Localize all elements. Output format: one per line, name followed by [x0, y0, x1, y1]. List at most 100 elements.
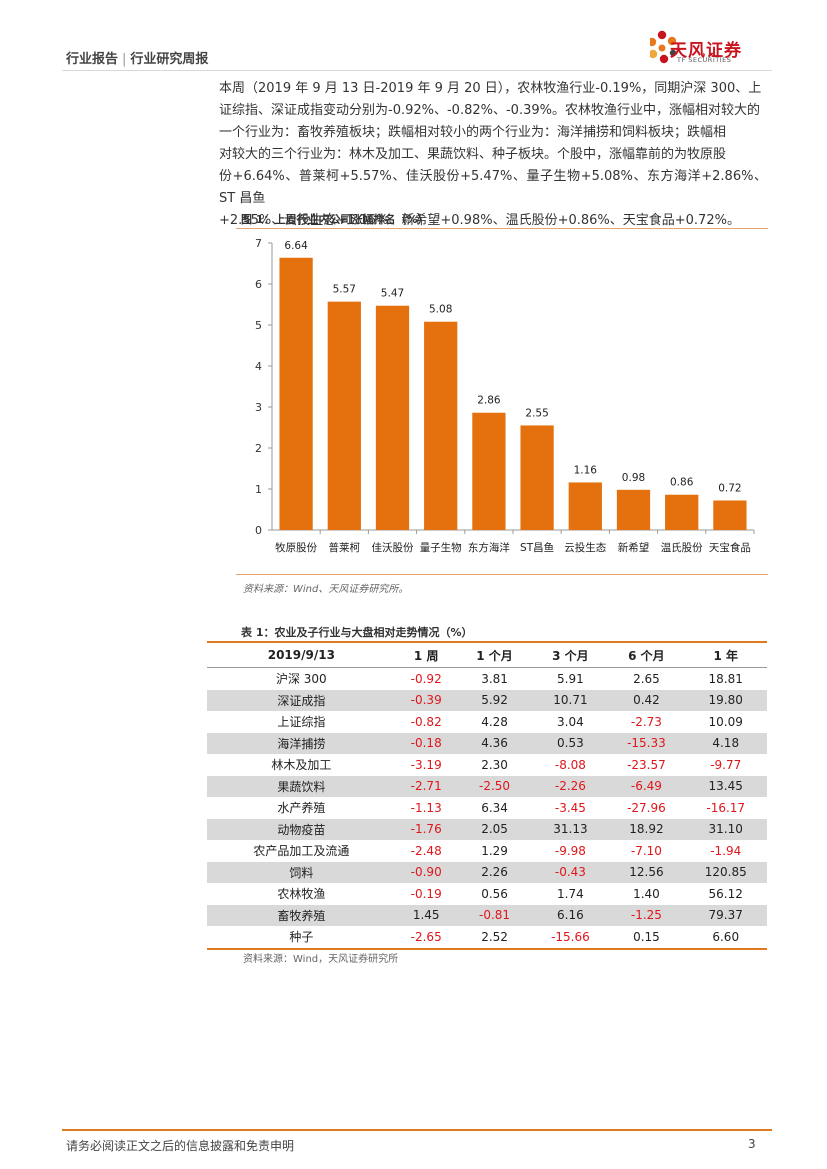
- table-title: 表 1：农业及子行业与大盘相对走势情况（%）: [241, 626, 473, 639]
- table-cell: 2.30: [481, 757, 508, 772]
- table-cell: -2.50: [456, 775, 533, 797]
- bar-value-label: 0.98: [622, 472, 645, 484]
- bar: [568, 482, 602, 530]
- table-header-cell: 2019/9/13: [207, 641, 396, 668]
- table-cell: 4.36: [456, 732, 533, 754]
- table-cell: -2.65: [395, 926, 457, 950]
- table-cell: 6.34: [481, 800, 508, 815]
- table-row: 海洋捕捞 -0.18 4.36 0.53 -15.33 4.18: [207, 732, 767, 754]
- bar-value-label: 6.64: [284, 240, 308, 252]
- table-cell: -0.39: [395, 689, 457, 711]
- table-cell: 10.09: [708, 714, 743, 729]
- y-tick-label: 1: [255, 483, 262, 496]
- table-cell: 18.92: [608, 818, 685, 840]
- report-type: 行业报告: [66, 52, 119, 67]
- table-row: 深证成指 -0.39 5.92 10.71 0.42 19.80: [207, 689, 767, 711]
- table-row: 上证综指 -0.82 4.28 3.04 -2.73 10.09: [207, 711, 767, 733]
- table-header-cell: 3 个月: [532, 641, 609, 668]
- table-row-label: 畜牧养殖: [207, 904, 396, 926]
- table-cell: -2.48: [410, 843, 442, 858]
- table-cell: -1.13: [410, 800, 442, 815]
- table-cell: 79.37: [684, 904, 767, 926]
- table-row-label: 饲料: [207, 861, 396, 883]
- table-header-row: 2019/9/13 1 周 1 个月 3 个月 6 个月 1 年: [207, 641, 767, 668]
- table-cell: -9.98: [554, 843, 586, 858]
- y-tick-label: 6: [255, 278, 262, 291]
- figure-top-rule: [236, 228, 768, 229]
- bar: [327, 301, 361, 530]
- intro-line: 本周（2019 年 9 月 13 日-2019 年 9 月 20 日），农林牧渔…: [219, 81, 762, 96]
- table-cell: 120.85: [684, 861, 767, 883]
- intro-paragraph: 本周（2019 年 9 月 13 日-2019 年 9 月 20 日），农林牧渔…: [219, 78, 767, 232]
- bar-value-label: 2.55: [525, 407, 548, 419]
- intro-line: 证综指、深证成指变动分别为-0.92%、-0.82%、-0.39%。农林牧渔行业…: [219, 103, 760, 118]
- intro-line: 一个行业为：畜牧养殖板块；跌幅相对较小的两个行业为：海洋捕捞和饲料板块；跌幅相: [219, 125, 727, 140]
- table-cell: -0.81: [456, 904, 533, 926]
- table-row-label: 果蔬饮料: [207, 775, 396, 797]
- table-cell: 1.45: [395, 904, 457, 926]
- table-cell: 19.80: [684, 689, 767, 711]
- table-cell: -2.26: [532, 775, 609, 797]
- intro-line: +2.55%、云投生态+1.16%、新希望+0.98%、温氏股份+0.86%、天…: [219, 213, 740, 228]
- bar-value-label: 5.08: [429, 304, 452, 316]
- table-row-label: 深证成指: [207, 689, 396, 711]
- table-cell: -1.94: [710, 843, 742, 858]
- table-cell: -7.10: [630, 843, 662, 858]
- bar-value-label: 5.57: [333, 284, 356, 296]
- table-row: 动物疫苗 -1.76 2.05 31.13 18.92 31.10: [207, 818, 767, 840]
- table-row-label: 上证综指: [277, 715, 326, 730]
- y-tick-label: 7: [255, 237, 262, 250]
- table-row-label: 种子: [207, 926, 396, 950]
- table-cell: -0.82: [410, 714, 442, 729]
- x-category-label: 东方海洋: [468, 541, 510, 554]
- company-logo-icon: [650, 30, 677, 64]
- figure-bottom-rule: [236, 574, 768, 575]
- bar: [665, 494, 699, 530]
- table-cell: 2.52: [456, 926, 533, 950]
- table-cell: 31.13: [532, 818, 609, 840]
- table-cell: 6.16: [532, 904, 609, 926]
- table-cell: -27.96: [627, 800, 666, 815]
- table-row-label: 农林牧渔: [277, 887, 326, 902]
- table-cell: 56.12: [708, 886, 743, 901]
- table-cell: 31.10: [684, 818, 767, 840]
- table-row-label: 沪深 300: [275, 672, 327, 687]
- page-number: 3: [748, 1137, 756, 1151]
- bar-value-label: 5.47: [381, 288, 404, 300]
- table-header-cell: 6 个月: [608, 641, 685, 668]
- table-row-label: 海洋捕捞: [207, 732, 396, 754]
- table-cell: -15.66: [532, 926, 609, 950]
- table-cell: 1.74: [557, 886, 584, 901]
- table-cell: 2.65: [633, 671, 660, 686]
- table-cell: 10.71: [532, 689, 609, 711]
- x-category-label: 普莱柯: [329, 541, 361, 554]
- table-cell: -8.08: [554, 757, 586, 772]
- table-row: 林木及加工 -3.19 2.30 -8.08 -23.57 -9.77: [207, 754, 767, 776]
- table-cell: 3.81: [481, 671, 508, 686]
- table-header-cell: 1 周: [395, 641, 457, 668]
- bar: [279, 257, 313, 530]
- table-cell: -0.43: [532, 861, 609, 883]
- figure-source: 资料来源：Wind、天风证券研究所。: [243, 584, 409, 595]
- table-cell: -0.90: [395, 861, 457, 883]
- table-cell: -1.25: [608, 904, 685, 926]
- bar-value-label: 0.86: [670, 477, 694, 489]
- table-row: 饲料 -0.90 2.26 -0.43 12.56 120.85: [207, 861, 767, 883]
- logo-chinese-name: 天风证券: [670, 41, 742, 61]
- table-row: 水产养殖 -1.13 6.34 -3.45 -27.96 -16.17: [207, 797, 767, 819]
- table-cell: 5.91: [557, 671, 584, 686]
- table-row: 农林牧渔 -0.19 0.56 1.74 1.40 56.12: [207, 883, 767, 905]
- report-header: 行业报告 | 行业研究周报: [66, 48, 208, 67]
- table-cell: -3.19: [410, 757, 442, 772]
- figure-title: 图 1：上周行业内公司涨幅排名（%）: [241, 213, 429, 226]
- table-cell: -6.49: [608, 775, 685, 797]
- header-separator: |: [122, 52, 127, 67]
- table-cell: -2.73: [630, 714, 662, 729]
- table-cell: 1.29: [481, 843, 508, 858]
- table-cell: -1.76: [395, 818, 457, 840]
- header-divider: [62, 70, 772, 71]
- table-row-label: 水产养殖: [277, 801, 326, 816]
- y-tick-label: 0: [255, 524, 262, 537]
- x-category-label: 天宝食品: [709, 541, 751, 554]
- bar-value-label: 2.86: [477, 395, 501, 407]
